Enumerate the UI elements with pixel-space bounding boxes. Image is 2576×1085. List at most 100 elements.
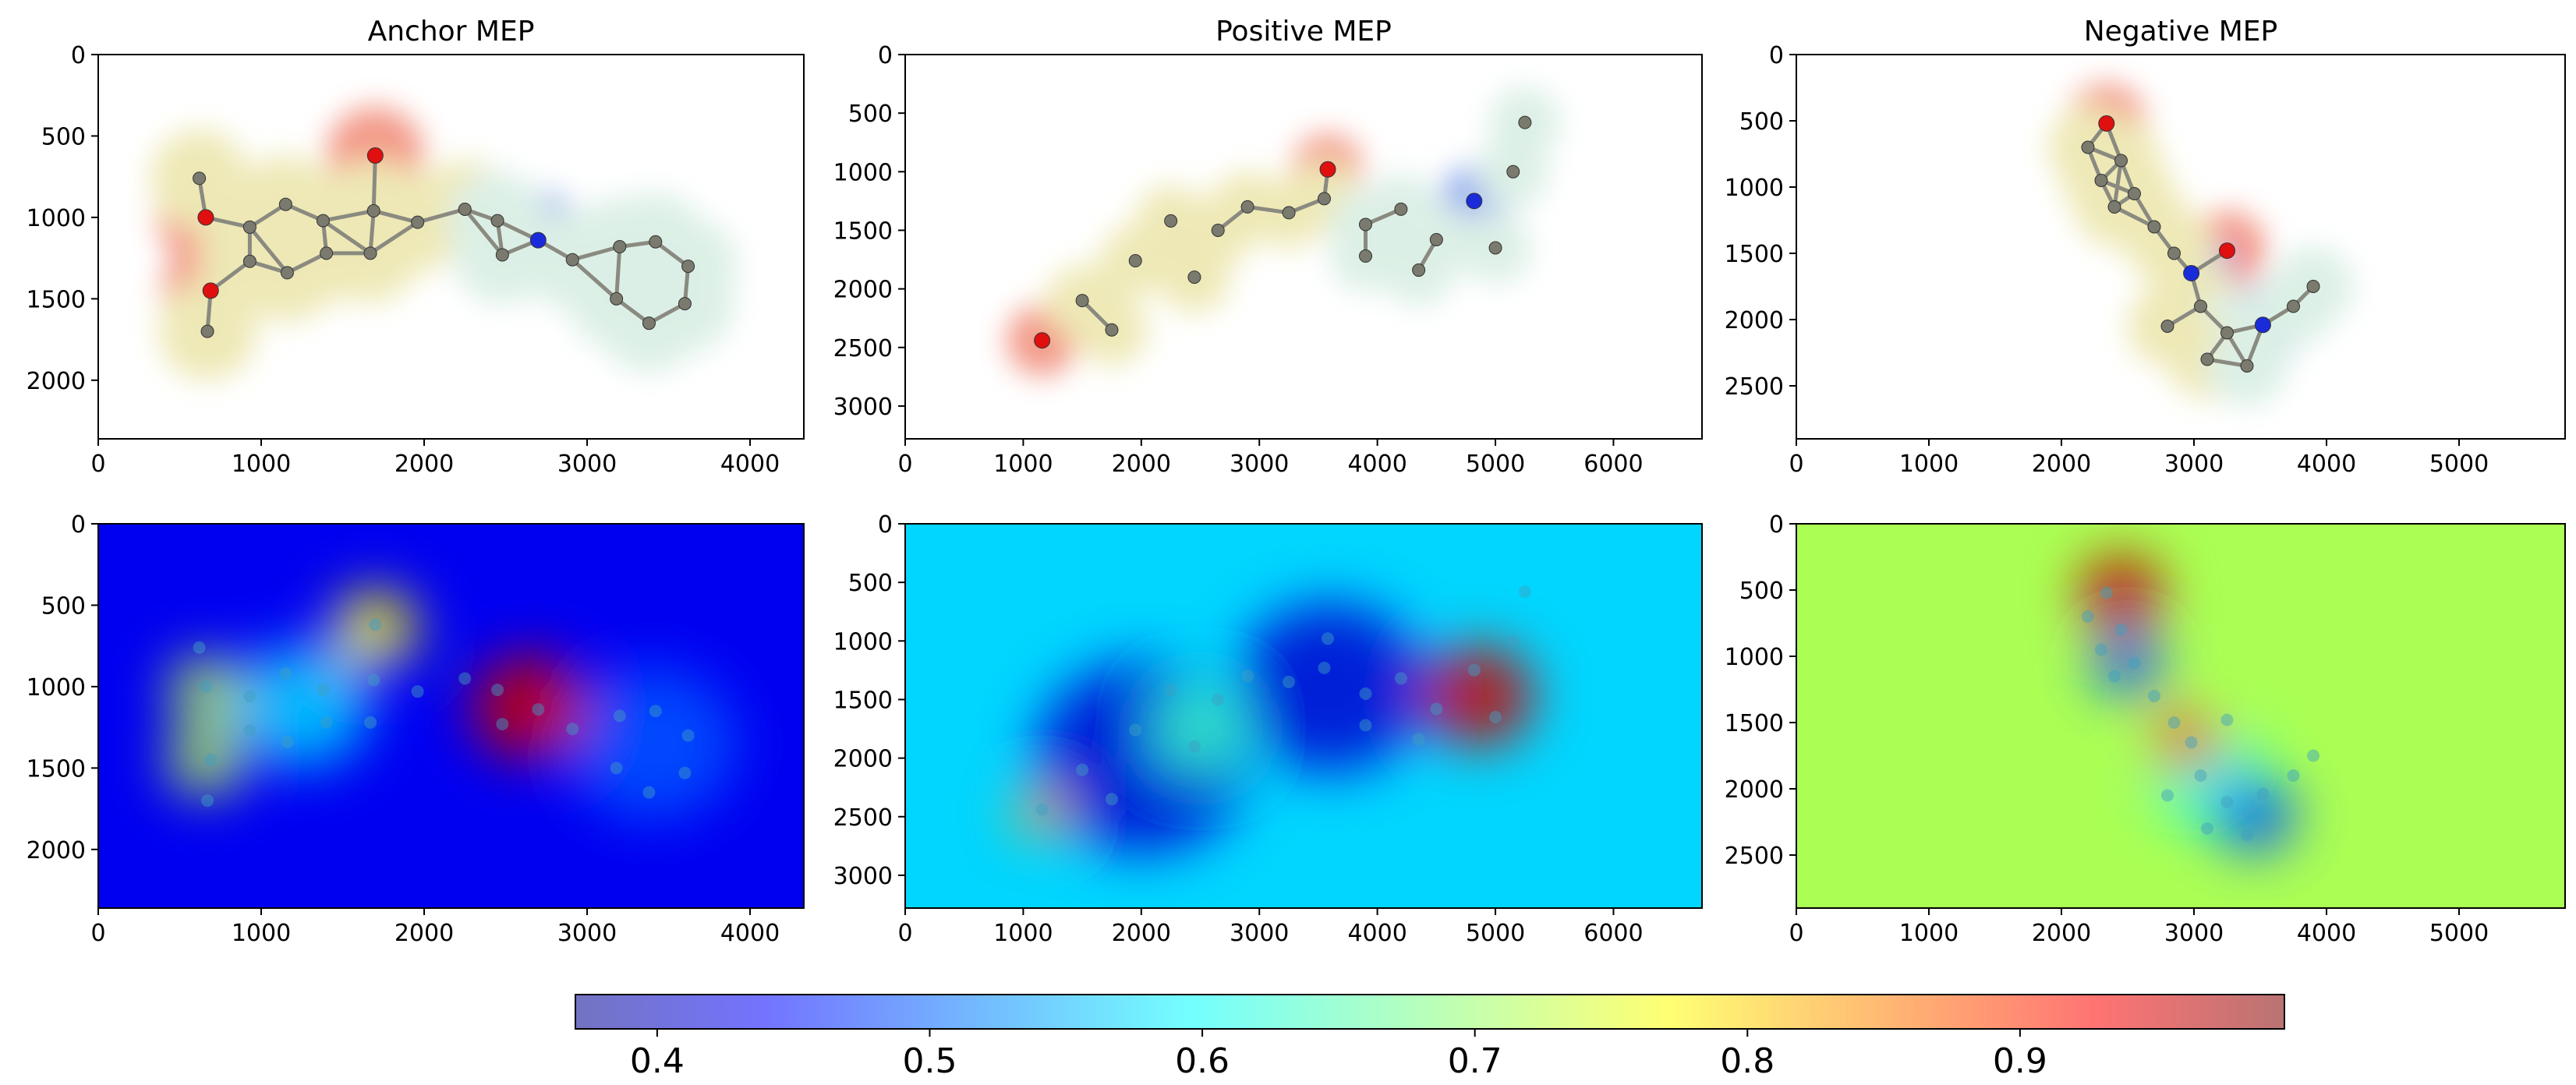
overlay-atom [2185,736,2198,749]
atom-c [2167,246,2181,260]
bond [2113,205,2156,229]
panel-title: Positive MEP [1215,16,1392,48]
y-tick-label: 2000 [1725,307,1784,334]
overlay-atom [201,794,214,808]
overlay-atom [610,762,623,775]
axes-frame [1796,54,2566,440]
overlay-atom [1187,740,1201,753]
overlay-atom [1322,632,1335,645]
molecule-overlay [2082,586,2319,842]
y-tick-label: 0 [878,511,893,539]
y-tick-label: 3000 [833,394,893,421]
bond [322,219,372,255]
atom-c [2194,299,2207,313]
atom-c [193,171,207,186]
heatmap-hotspot [1421,645,1535,747]
atom-c [2240,359,2254,373]
bond [2112,160,2123,207]
atom-c [1429,232,1443,246]
negative-mep-surface: Negative MEP 0 1000 2000 3000 4000 5000 0 500 100… [1725,16,2566,478]
overlay-atom [2201,822,2213,835]
atom-c [1282,206,1296,220]
x-tick-label: 0 [90,920,105,947]
atom-c [495,248,509,262]
x-tick-label: 0 [90,451,105,478]
y-tick-label: 2500 [833,804,893,832]
atoms [193,147,695,338]
image-background [905,55,1702,439]
bond [2206,357,2248,368]
atom-c [411,215,425,229]
x-tick-label: 1000 [993,451,1053,478]
atoms [2081,115,2320,373]
overlay-atom [1318,661,1331,674]
overlay-atom [2128,656,2141,670]
bond [571,258,618,301]
y-tick-label: 2000 [27,368,86,395]
atom-c [2107,200,2121,214]
x-tick-label: 0 [1789,920,1803,947]
y-tick-label: 3000 [833,863,893,890]
overlay-atom [2100,586,2113,599]
overlay-atom [279,667,292,680]
overlay-atom [1359,719,1372,732]
overlay-atom [1412,733,1425,746]
y-tick-label: 1500 [1725,241,1784,268]
overlay-atom [2114,624,2128,636]
overlay-atom [320,716,333,729]
x-tick-label: 3000 [1230,920,1289,947]
colorbar-tick-label: 0.6 [1175,1041,1230,1081]
atom-c [649,235,663,249]
colorbar-tick-label: 0.4 [630,1041,685,1081]
x-tick-label: 2000 [2032,451,2091,478]
atom-c [2160,320,2174,333]
atom-c [678,297,692,311]
x-tick-label: 1000 [232,920,291,947]
atom-n [529,231,547,249]
x-tick-label: 2000 [1112,451,1171,478]
x-tick-label: 4000 [720,920,780,947]
x-tick-label: 1000 [1899,920,1959,947]
overlay-atom [2220,713,2234,726]
y-tick-label: 0 [1769,511,1784,539]
heatmap-hotspot [166,724,246,796]
atom-c [565,253,579,267]
atom-c [2200,352,2214,366]
bond [654,240,690,268]
heatmap-hotspot [1014,787,1070,837]
atom-c [242,220,257,234]
atom-c [278,197,292,211]
overlay-atom [1283,675,1296,688]
x-tick-label: 1000 [1899,451,1959,478]
bond [286,251,327,275]
overlay-atom [2307,749,2319,762]
y-tick-label: 1500 [833,217,893,245]
overlay-atom [369,618,382,631]
colorbar-tick-label: 0.7 [1448,1041,1502,1081]
overlay-atom [1359,687,1372,700]
x-tick-label: 2000 [2032,920,2091,947]
axes-frame [904,523,1703,909]
panel-title: Anchor MEP [368,16,535,48]
atom-c [2287,299,2300,313]
atom-c [200,324,214,338]
atom-n [1466,193,1483,210]
overlay-atom [496,717,509,730]
y-tick-label: 1000 [833,628,893,656]
bond [371,155,377,211]
atom-o [366,147,384,164]
bond [285,202,324,223]
heatmap-hotspot [1152,686,1248,772]
overlay-atom [1164,684,1177,697]
bond [571,245,621,262]
overlay-atom [566,723,579,736]
atom-c [2081,140,2095,154]
overlay-atom [1489,711,1502,724]
y-tick-label: 0 [1769,42,1784,69]
x-tick-label: 1000 [993,920,1053,947]
overlay-atom [1394,672,1407,685]
overlay-atom [2167,716,2181,729]
positive-attention-map: 0 1000 2000 3000 4000 5000 6000 0 500 1000 1500 200… [833,511,1703,947]
x-tick-label: 5000 [1466,451,1525,478]
